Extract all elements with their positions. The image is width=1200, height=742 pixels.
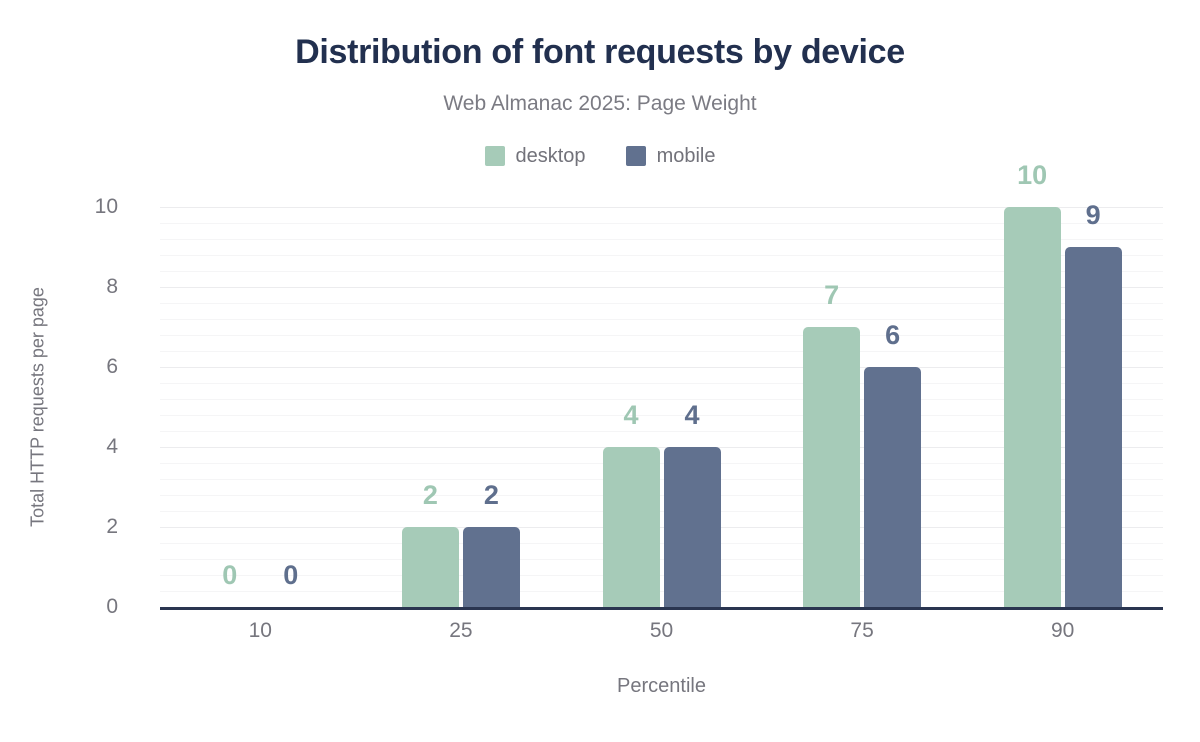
gridline — [160, 447, 1163, 448]
legend-swatch-desktop — [484, 146, 505, 166]
gridline — [160, 383, 1163, 384]
gridline — [160, 239, 1163, 240]
gridline — [160, 319, 1163, 320]
gridline — [160, 479, 1163, 480]
bar-value-label-desktop-10: 0 — [222, 560, 238, 590]
gridline — [160, 463, 1163, 464]
gridline — [160, 303, 1163, 304]
gridline — [160, 527, 1163, 528]
gridline — [160, 559, 1163, 560]
legend-label-desktop: desktop — [515, 145, 586, 167]
y-axis-tick-label: 10 — [94, 195, 118, 218]
bar-value-label-mobile-10: 0 — [283, 560, 299, 590]
x-axis-line — [160, 607, 1163, 610]
x-axis-tick-label: 25 — [449, 619, 473, 642]
gridline — [160, 399, 1163, 400]
bar-value-label-mobile-75: 6 — [885, 320, 901, 350]
bar-value-label-desktop-75: 7 — [824, 280, 840, 310]
chart-title: Distribution of font requests by device — [295, 33, 905, 71]
gridline — [160, 223, 1163, 224]
bar-value-label-desktop-25: 2 — [422, 480, 438, 510]
y-axis-tick-label: 8 — [106, 275, 118, 298]
bar-desktop-90[interactable] — [1003, 207, 1061, 607]
legend-swatch-mobile — [625, 146, 646, 166]
gridline — [160, 495, 1163, 496]
gridline — [160, 415, 1163, 416]
x-axis-tick-label: 75 — [850, 619, 874, 642]
y-axis-tick-label: 4 — [106, 435, 118, 458]
y-axis-tick-label: 0 — [106, 595, 118, 618]
bar-desktop-50[interactable] — [602, 447, 660, 607]
bar-value-label-mobile-50: 4 — [684, 400, 700, 430]
gridline — [160, 367, 1163, 368]
bar-mobile-50[interactable] — [663, 447, 721, 607]
chart-legend: desktop mobile — [0, 141, 1200, 171]
y-axis-tick-label: 2 — [106, 515, 118, 538]
x-axis-label: Percentile — [617, 675, 706, 697]
gridline — [160, 351, 1163, 352]
gridline — [160, 255, 1163, 256]
gridline — [160, 543, 1163, 544]
gridline — [160, 335, 1163, 336]
legend-item-mobile[interactable]: mobile — [625, 145, 716, 167]
bar-mobile-90[interactable] — [1064, 247, 1122, 607]
bar-desktop-75[interactable] — [803, 327, 861, 607]
x-axis-tick-label: 10 — [248, 619, 272, 642]
gridline — [160, 591, 1163, 592]
chart-subtitle: Web Almanac 2025: Page Weight — [443, 92, 757, 115]
y-axis-label: Total HTTP requests per page — [27, 287, 48, 527]
bar-value-label-mobile-90: 9 — [1085, 200, 1101, 230]
x-axis-tick-label: 50 — [649, 619, 674, 642]
gridline — [160, 287, 1163, 288]
gridline — [160, 271, 1163, 272]
x-axis-tick-label: 90 — [1051, 619, 1075, 642]
legend-item-desktop[interactable]: desktop — [484, 145, 586, 167]
gridline — [160, 511, 1163, 512]
bar-value-label-desktop-50: 4 — [623, 400, 639, 430]
gridline — [160, 575, 1163, 576]
bar-value-label-desktop-90: 10 — [1017, 160, 1048, 190]
legend-label-mobile: mobile — [656, 145, 716, 167]
gridline — [160, 431, 1163, 432]
y-axis-tick-label: 6 — [106, 355, 118, 378]
bar-mobile-25[interactable] — [462, 527, 520, 607]
bar-desktop-25[interactable] — [401, 527, 459, 607]
bar-value-label-mobile-25: 2 — [483, 480, 499, 510]
plot-area: 0 2 4 6 8 10 0 0 2 2 4 4 7 6 10 9 10 25 50 75 90 Percentil… — [28, 160, 1163, 697]
bar-mobile-75[interactable] — [864, 367, 922, 607]
gridline — [160, 207, 1163, 208]
